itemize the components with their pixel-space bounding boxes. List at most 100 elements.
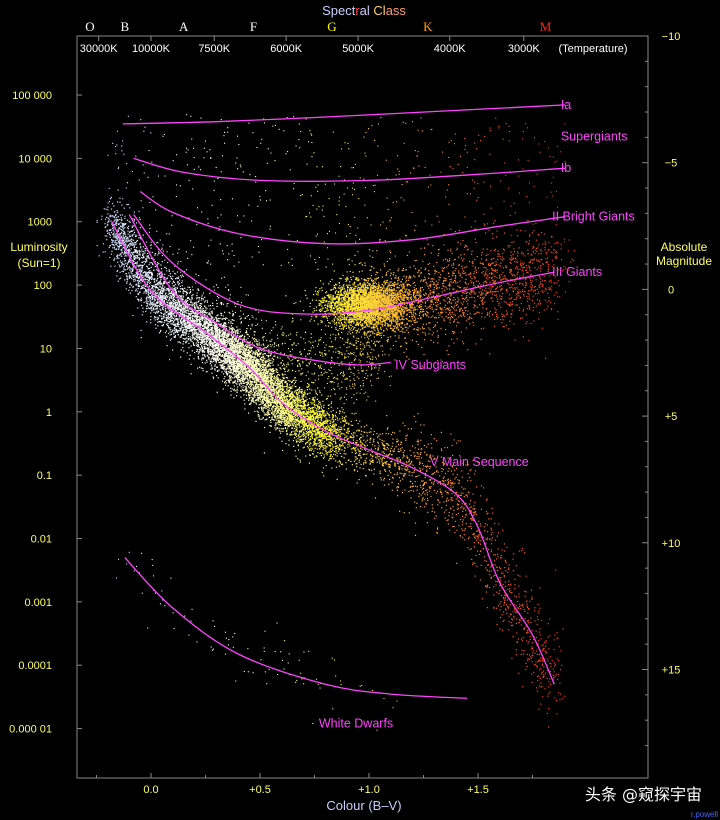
star (216, 348, 218, 350)
star (151, 284, 153, 287)
star (271, 417, 273, 419)
star (292, 407, 294, 409)
star (269, 377, 271, 379)
star (385, 442, 387, 445)
star (268, 400, 270, 402)
star (499, 568, 502, 570)
star (272, 414, 274, 416)
star (255, 420, 257, 422)
star (207, 349, 209, 351)
star (263, 360, 265, 362)
star (108, 218, 110, 220)
star (191, 297, 193, 299)
star (284, 414, 286, 416)
star (373, 438, 375, 440)
star (329, 451, 331, 453)
star (320, 424, 322, 426)
star (201, 319, 203, 321)
star (291, 381, 293, 384)
star (114, 216, 116, 218)
star (308, 431, 310, 433)
star (298, 449, 300, 451)
star (406, 465, 408, 467)
star (403, 474, 405, 477)
star (476, 539, 478, 541)
star (219, 364, 221, 366)
star (193, 344, 195, 346)
star (231, 336, 233, 338)
star (363, 426, 365, 428)
star (314, 432, 316, 434)
star (211, 310, 213, 312)
star (166, 320, 168, 322)
star (346, 430, 348, 432)
star (117, 229, 119, 231)
star (415, 476, 417, 478)
star (281, 397, 283, 399)
star (144, 291, 146, 293)
star (163, 282, 166, 284)
star (191, 340, 193, 343)
star (309, 415, 311, 417)
star (474, 512, 476, 514)
star (161, 288, 163, 290)
star (296, 407, 298, 409)
star (243, 339, 245, 341)
star (156, 318, 158, 320)
star (346, 422, 348, 424)
star (157, 310, 159, 312)
star (299, 459, 301, 461)
star (154, 284, 156, 286)
star (222, 360, 224, 362)
star (260, 396, 263, 399)
star (229, 328, 231, 330)
star (181, 322, 184, 324)
star (264, 413, 267, 415)
star (274, 355, 276, 357)
star (545, 672, 547, 674)
star (194, 352, 196, 354)
star (243, 347, 245, 349)
star (126, 227, 129, 229)
star (133, 225, 135, 227)
star (442, 477, 444, 479)
star (235, 370, 237, 372)
star (414, 455, 416, 457)
star (267, 390, 269, 392)
star (211, 345, 213, 348)
star (154, 285, 156, 287)
star (311, 414, 313, 416)
star (136, 256, 139, 258)
star (305, 436, 307, 438)
star (308, 385, 310, 388)
star (548, 693, 550, 695)
star (323, 437, 325, 440)
star (286, 408, 288, 411)
star (262, 368, 264, 370)
star (536, 623, 538, 625)
star (293, 421, 295, 423)
star (194, 315, 196, 317)
star (154, 324, 157, 326)
star (172, 308, 174, 311)
star (507, 588, 509, 591)
star (530, 617, 532, 619)
star (152, 298, 154, 300)
star (276, 407, 278, 409)
star (447, 519, 449, 521)
star (111, 223, 113, 225)
star (122, 239, 124, 242)
star (213, 352, 215, 354)
star (254, 410, 256, 412)
star (280, 392, 282, 394)
star (155, 301, 158, 304)
star (211, 352, 213, 354)
star (190, 317, 192, 319)
star (140, 278, 143, 280)
star (189, 316, 192, 319)
star (276, 427, 278, 429)
star (418, 493, 420, 495)
star (396, 472, 398, 474)
star (183, 331, 185, 333)
star (226, 372, 228, 374)
